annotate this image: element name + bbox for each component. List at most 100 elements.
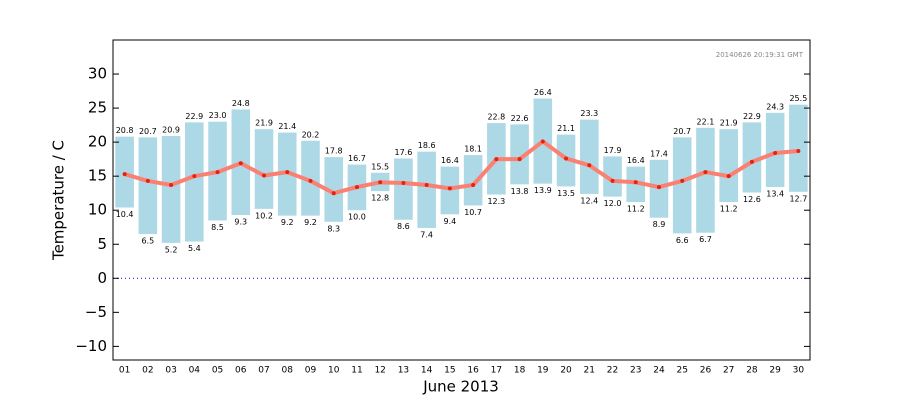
high-label: 20.2 xyxy=(302,130,320,139)
high-label: 21.9 xyxy=(255,119,273,128)
mean-point xyxy=(215,170,220,175)
high-label: 20.8 xyxy=(116,126,134,135)
x-tick-label: 05 xyxy=(212,366,223,376)
y-tick-label: 20 xyxy=(88,133,107,151)
low-label: 12.8 xyxy=(371,194,389,203)
range-bar xyxy=(115,136,134,208)
low-label: 9.4 xyxy=(444,217,457,226)
mean-point xyxy=(587,163,592,168)
mean-point xyxy=(378,180,383,185)
mean-point xyxy=(726,174,731,179)
high-label: 22.9 xyxy=(185,112,203,121)
mean-point xyxy=(354,185,359,190)
range-bar xyxy=(161,136,181,243)
range-bar xyxy=(510,124,529,185)
x-tick-label: 08 xyxy=(282,366,294,376)
low-label: 8.6 xyxy=(397,222,410,231)
high-label: 20.9 xyxy=(162,126,180,135)
high-label: 17.8 xyxy=(325,147,343,156)
low-label: 13.5 xyxy=(557,189,575,198)
range-bar xyxy=(394,158,413,220)
y-tick-label: 10 xyxy=(88,201,107,219)
low-label: 9.2 xyxy=(304,218,317,227)
high-label: 16.7 xyxy=(348,154,366,163)
mean-point xyxy=(145,178,150,183)
high-label: 16.4 xyxy=(441,156,459,165)
mean-point xyxy=(471,183,476,188)
y-tick-label: 15 xyxy=(88,167,107,185)
high-label: 22.1 xyxy=(697,117,715,126)
mean-point xyxy=(331,191,336,196)
low-label: 10.0 xyxy=(348,213,366,222)
x-tick-label: 20 xyxy=(560,366,572,376)
x-tick-label: 19 xyxy=(537,366,549,376)
x-tick-label: 15 xyxy=(444,366,455,376)
mean-point xyxy=(262,173,267,178)
x-tick-label: 18 xyxy=(514,366,526,376)
x-tick-label: 23 xyxy=(630,366,641,376)
y-tick-label: 0 xyxy=(97,269,107,287)
range-bar xyxy=(185,122,204,242)
x-tick-label: 04 xyxy=(189,366,201,376)
low-label: 10.7 xyxy=(464,208,482,217)
high-label: 26.4 xyxy=(534,88,552,97)
range-bar xyxy=(440,166,460,215)
mean-point xyxy=(773,151,778,156)
high-label: 18.1 xyxy=(464,145,482,154)
low-label: 12.3 xyxy=(487,197,505,206)
range-bar xyxy=(417,151,436,228)
y-tick-label: −10 xyxy=(75,337,107,355)
low-label: 13.4 xyxy=(766,190,784,199)
low-label: 9.2 xyxy=(281,218,294,227)
x-tick-label: 16 xyxy=(467,366,479,376)
low-label: 8.5 xyxy=(211,223,224,232)
high-label: 20.7 xyxy=(673,127,691,136)
mean-point xyxy=(703,170,708,175)
low-label: 6.6 xyxy=(676,236,689,245)
mean-point xyxy=(494,157,499,162)
range-bar xyxy=(579,119,599,194)
mean-point xyxy=(285,170,290,175)
low-label: 13.9 xyxy=(534,186,552,195)
x-tick-label: 11 xyxy=(351,366,362,376)
x-tick-label: 06 xyxy=(235,366,247,376)
range-bar xyxy=(742,122,762,193)
y-tick-label: 5 xyxy=(97,235,107,253)
plot-frame xyxy=(112,39,811,361)
mean-point xyxy=(122,172,127,177)
low-label: 12.7 xyxy=(789,194,807,203)
annotation: 20140626 20:19:31 GMT xyxy=(716,51,804,59)
range-bar xyxy=(463,155,483,206)
range-bar xyxy=(765,112,785,188)
mean-point xyxy=(192,174,197,179)
high-label: 25.5 xyxy=(789,94,807,103)
mean-point xyxy=(633,180,638,185)
x-tick-label: 28 xyxy=(746,366,758,376)
mean-point xyxy=(238,161,243,166)
mean-point xyxy=(517,157,522,162)
mean-point xyxy=(308,178,313,183)
high-label: 20.7 xyxy=(139,127,157,136)
low-label: 9.3 xyxy=(234,217,247,226)
low-label: 12.6 xyxy=(743,195,761,204)
mean-point xyxy=(564,156,569,161)
range-bar xyxy=(301,140,320,216)
low-label: 5.2 xyxy=(165,245,178,254)
range-bar xyxy=(254,129,274,209)
high-label: 18.6 xyxy=(418,141,436,150)
range-bar xyxy=(696,127,715,233)
range-bar xyxy=(138,137,158,235)
mean-point xyxy=(749,159,754,164)
low-label: 13.8 xyxy=(511,187,529,196)
x-tick-label: 26 xyxy=(700,366,712,376)
x-tick-label: 22 xyxy=(607,366,618,376)
high-label: 17.6 xyxy=(395,148,413,157)
high-label: 15.5 xyxy=(371,162,389,171)
low-label: 10.4 xyxy=(116,210,134,219)
low-label: 8.9 xyxy=(653,220,666,229)
x-tick-label: 27 xyxy=(723,366,734,376)
high-label: 24.8 xyxy=(232,99,250,108)
y-tick-label: 25 xyxy=(88,99,107,117)
x-tick-label: 03 xyxy=(165,366,176,376)
